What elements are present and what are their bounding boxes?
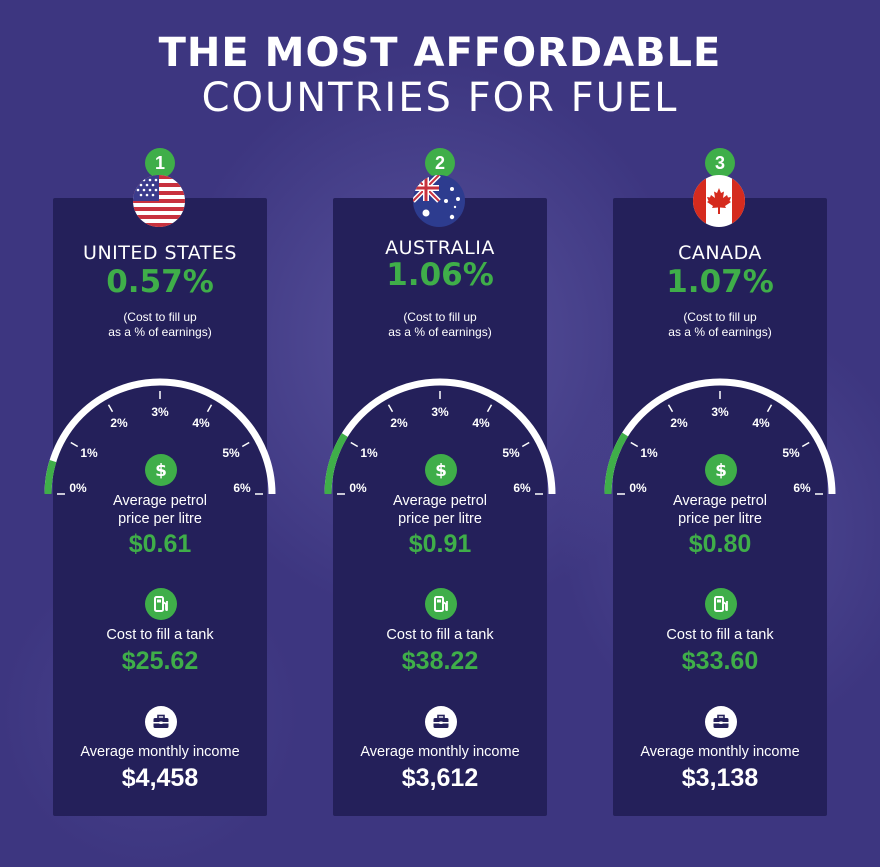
percent-gauge: 0% 1% 2% 3% 4% 5% 6%	[44, 378, 276, 495]
australia-flag-icon	[413, 175, 465, 227]
gauge-tick	[241, 441, 250, 448]
income-value: $3,612	[401, 764, 479, 792]
percent-gauge: 0% 1% 2% 3% 4% 5% 6%	[324, 378, 556, 495]
fill-up-percent: 1.06%	[386, 257, 494, 293]
country-name: CANADA	[678, 242, 762, 264]
gauge-tick	[107, 404, 114, 413]
canada-flag-icon	[693, 175, 745, 227]
percent-note: (Cost to fill up as a % of earnings)	[108, 310, 212, 339]
percent-note: (Cost to fill up as a % of earnings)	[668, 310, 772, 339]
fuel-pump-icon	[145, 588, 177, 620]
briefcase-icon	[145, 706, 177, 738]
briefcase-icon	[705, 706, 737, 738]
gauge-tick-label: 6%	[793, 481, 811, 495]
gauge-tick-label: 4%	[752, 416, 770, 430]
rank-badge: 3	[705, 148, 735, 178]
income-value: $3,138	[681, 764, 759, 792]
gauge-tick-label: 4%	[472, 416, 490, 430]
tank-cost-value: $25.62	[121, 647, 199, 675]
country-name: UNITED STATES	[83, 242, 237, 264]
rank-badge: 1	[145, 148, 175, 178]
gauge-tick-label: 2%	[110, 416, 128, 430]
tank-cost-label: Cost to fill a tank	[386, 627, 494, 643]
petrol-price-label: Average petrol price per litre	[112, 493, 208, 527]
gauge-tick	[350, 441, 359, 448]
svg-text:$: $	[715, 461, 727, 480]
gauge-tick-label: 1%	[640, 446, 658, 460]
petrol-price-label: Average petrol price per litre	[672, 493, 768, 527]
gauge-tick-label: 5%	[222, 446, 240, 460]
gauge-tick	[387, 404, 394, 413]
gauge-fill	[324, 433, 348, 495]
gauge-track	[44, 378, 276, 495]
gauge-tick-label: 5%	[502, 446, 520, 460]
gauge-tick	[206, 404, 213, 413]
fuel-pump-icon	[425, 588, 457, 620]
dollar-icon: $	[145, 454, 177, 486]
gauge-tick-label: 1%	[360, 446, 378, 460]
income-label: Average monthly income	[80, 744, 240, 760]
gauge-tick-label: 0%	[629, 481, 647, 495]
svg-text:$: $	[155, 461, 167, 480]
gauge-tick-label: 2%	[670, 416, 688, 430]
rank-badge: 2	[425, 148, 455, 178]
page-subtitle: COUNTRIES FOR FUEL	[201, 75, 679, 121]
tank-cost-label: Cost to fill a tank	[106, 627, 214, 643]
gauge-fill	[44, 460, 57, 495]
tank-cost-label: Cost to fill a tank	[666, 627, 774, 643]
gauge-tick-label: 6%	[233, 481, 251, 495]
gauge-tick-label: 4%	[192, 416, 210, 430]
fill-up-percent: 0.57%	[106, 264, 214, 300]
tank-cost-value: $38.22	[401, 647, 479, 675]
petrol-price-value: $0.80	[688, 530, 752, 558]
gauge-tick-label: 0%	[69, 481, 87, 495]
gauge-tick-label: 3%	[711, 405, 729, 419]
fill-up-percent: 1.07%	[666, 264, 774, 300]
gauge-tick-label: 1%	[80, 446, 98, 460]
dollar-icon: $	[425, 454, 457, 486]
percent-note: (Cost to fill up as a % of earnings)	[388, 310, 492, 339]
income-label: Average monthly income	[360, 744, 520, 760]
page-title: THE MOST AFFORDABLE	[158, 30, 722, 76]
dollar-icon: $	[705, 454, 737, 486]
tank-cost-value: $33.60	[681, 647, 759, 675]
income-label: Average monthly income	[640, 744, 800, 760]
gauge-tick	[801, 441, 810, 448]
gauge-tick-label: 2%	[390, 416, 408, 430]
income-value: $4,458	[121, 764, 199, 792]
petrol-price-value: $0.61	[128, 530, 192, 558]
country-column: 2 AUSTRALIA 1.06% (Cost to fill up as a …	[324, 140, 556, 820]
country-column: 1 UNITED STATES 0.57% (Cost to fill up a…	[44, 140, 276, 820]
gauge-tick-label: 6%	[513, 481, 531, 495]
gauge-tick	[766, 404, 773, 413]
gauge-tick-label: 3%	[151, 405, 169, 419]
gauge-tick-label: 3%	[431, 405, 449, 419]
gauge-tick	[667, 404, 674, 413]
petrol-price-label: Average petrol price per litre	[392, 493, 488, 527]
percent-gauge: 0% 1% 2% 3% 4% 5% 6%	[604, 378, 836, 495]
fuel-pump-icon	[705, 588, 737, 620]
petrol-price-value: $0.91	[408, 530, 472, 558]
gauge-tick-label: 0%	[349, 481, 367, 495]
gauge-tick	[521, 441, 530, 448]
gauge-tick-label: 5%	[782, 446, 800, 460]
country-name: AUSTRALIA	[385, 237, 495, 259]
gauge-fill	[604, 432, 629, 495]
svg-text:$: $	[435, 461, 447, 480]
gauge-tick	[486, 404, 493, 413]
country-column: 3 CANADA 1.07% (Cost to fill up as a % o…	[604, 140, 836, 820]
gauge-tick	[630, 441, 639, 448]
gauge-tick	[70, 441, 79, 448]
briefcase-icon	[425, 706, 457, 738]
us-flag-icon	[133, 175, 185, 227]
